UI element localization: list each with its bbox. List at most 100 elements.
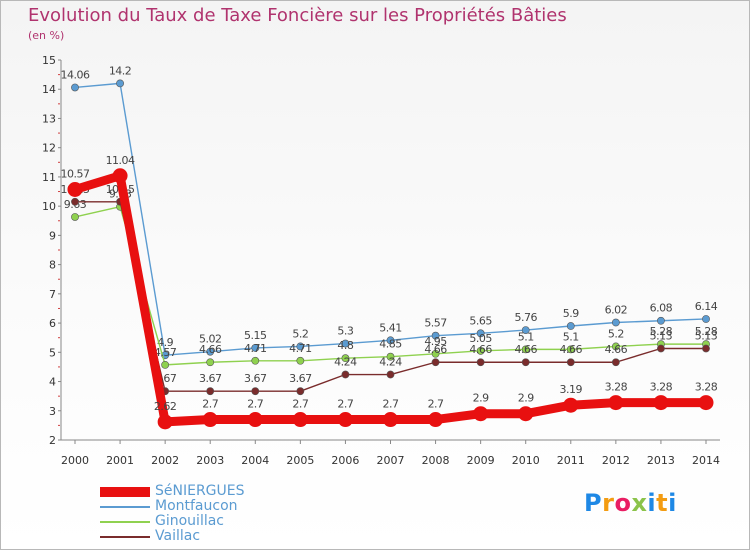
- data-point-s-niergues: [563, 397, 579, 413]
- data-label-montfaucon: 14.2: [109, 64, 132, 77]
- y-tick-label: 4: [49, 376, 56, 389]
- data-point-ginouillac: [296, 356, 305, 365]
- data-point-s-niergues: [157, 414, 173, 430]
- x-tick-label: 2009: [467, 454, 495, 467]
- data-label-vaillac: 4.66: [424, 343, 447, 356]
- data-point-vaillac: [657, 344, 665, 353]
- data-point-montfaucon: [566, 322, 575, 330]
- data-label-s-niergues: 2.7: [202, 398, 218, 411]
- x-tick-label: 2001: [106, 454, 134, 467]
- data-label-ginouillac: 5.1: [518, 330, 534, 343]
- y-tick-label: 7: [49, 288, 56, 301]
- data-point-montfaucon: [116, 79, 124, 88]
- data-point-vaillac: [341, 370, 350, 379]
- legend-swatch-vaillac: [100, 536, 150, 538]
- legend-label-vaillac: Vaillac: [155, 528, 201, 544]
- data-point-ginouillac: [251, 356, 260, 365]
- data-label-montfaucon: 5.65: [469, 314, 492, 327]
- data-label-montfaucon: 6.02: [605, 303, 628, 316]
- logo-letter: r: [602, 489, 615, 517]
- data-label-vaillac: 4.66: [469, 343, 492, 356]
- x-tick-label: 2006: [331, 454, 359, 467]
- legend-swatch-seniergues: [100, 487, 150, 497]
- data-point-montfaucon: [521, 326, 530, 334]
- data-label-ginouillac: 5.2: [608, 327, 624, 340]
- logo-letter: P: [584, 489, 603, 517]
- data-point-s-niergues: [698, 395, 714, 411]
- x-tick-label: 2011: [557, 454, 585, 467]
- data-point-vaillac: [206, 387, 215, 396]
- data-label-ginouillac: 4.8: [337, 339, 353, 352]
- data-label-ginouillac: 4.85: [379, 338, 402, 351]
- data-label-ginouillac: 5.28: [695, 325, 718, 338]
- y-tick-label: 10: [42, 200, 56, 213]
- data-label-ginouillac: 4.95: [424, 335, 447, 348]
- data-label-vaillac: 4.66: [605, 343, 628, 356]
- data-point-montfaucon: [611, 318, 620, 327]
- data-label-montfaucon: 5.02: [199, 333, 222, 346]
- data-point-vaillac: [386, 370, 395, 379]
- logo-letter: x: [631, 489, 648, 517]
- data-label-ginouillac: 5.05: [469, 332, 492, 345]
- data-point-s-niergues: [518, 406, 534, 422]
- data-label-vaillac: 4.66: [514, 343, 537, 356]
- data-label-s-niergues: 2.7: [428, 398, 444, 411]
- data-point-ginouillac: [206, 358, 215, 367]
- data-point-ginouillac: [161, 360, 170, 369]
- data-point-montfaucon: [476, 329, 485, 338]
- y-tick-label: 12: [42, 142, 56, 155]
- x-tick-label: 2008: [422, 454, 450, 467]
- data-label-s-niergues: 2.9: [518, 392, 534, 405]
- y-tick-label: 9: [49, 229, 56, 242]
- data-point-s-niergues: [473, 406, 489, 422]
- x-tick-label: 2013: [647, 454, 675, 467]
- data-point-montfaucon: [657, 316, 665, 325]
- x-tick-label: 2003: [196, 454, 224, 467]
- y-tick-label: 13: [42, 112, 56, 125]
- data-point-s-niergues: [608, 395, 624, 411]
- data-point-montfaucon: [702, 315, 710, 323]
- data-label-vaillac: 3.67: [289, 372, 312, 385]
- y-tick-label: 5: [49, 346, 56, 359]
- data-point-ginouillac: [71, 213, 79, 221]
- data-label-s-niergues: 10.57: [61, 167, 90, 180]
- legend-item-ginouillac: Ginouillac: [100, 513, 320, 530]
- chart-subtitle: (en %): [28, 29, 65, 42]
- data-label-montfaucon: 14.06: [61, 68, 90, 81]
- x-tick-label: 2000: [61, 454, 89, 467]
- y-tick-label: 6: [49, 317, 56, 330]
- data-label-s-niergues: 3.28: [650, 381, 673, 394]
- data-label-s-niergues: 3.28: [605, 381, 628, 394]
- chart-title: Evolution du Taux de Taxe Foncière sur l…: [28, 5, 567, 26]
- logo-letter: o: [614, 489, 632, 517]
- data-point-s-niergues: [67, 181, 83, 197]
- data-label-ginouillac: 4.57: [154, 346, 177, 359]
- data-label-s-niergues: 3.28: [695, 381, 718, 394]
- data-label-montfaucon: 5.41: [379, 321, 402, 334]
- data-point-vaillac: [611, 358, 620, 367]
- logo-letter: i: [668, 489, 677, 517]
- x-tick-label: 2010: [512, 454, 540, 467]
- data-point-s-niergues: [653, 395, 669, 411]
- data-point-vaillac: [521, 358, 530, 367]
- data-point-s-niergues: [337, 412, 353, 428]
- x-tick-label: 2005: [286, 454, 314, 467]
- data-point-vaillac: [566, 358, 575, 367]
- data-label-montfaucon: 6.08: [650, 302, 673, 315]
- data-point-montfaucon: [431, 331, 440, 340]
- data-label-s-niergues: 2.7: [247, 398, 263, 411]
- data-label-montfaucon: 5.3: [337, 325, 353, 338]
- legend-swatch-ginouillac: [100, 521, 150, 523]
- data-point-vaillac: [251, 387, 260, 396]
- legend-item-montfaucon: Montfaucon: [100, 498, 320, 515]
- data-point-s-niergues: [428, 412, 444, 428]
- data-label-s-niergues: 2.9: [473, 392, 489, 405]
- legend: SéNIERGUES Montfaucon Ginouillac Vaillac: [100, 483, 320, 545]
- data-point-montfaucon: [341, 339, 350, 348]
- y-tick-label: 2: [49, 434, 56, 447]
- y-tick-label: 11: [42, 171, 56, 184]
- legend-label-montfaucon: Montfaucon: [155, 498, 238, 514]
- data-point-ginouillac: [431, 349, 440, 358]
- data-label-s-niergues: 2.7: [383, 398, 399, 411]
